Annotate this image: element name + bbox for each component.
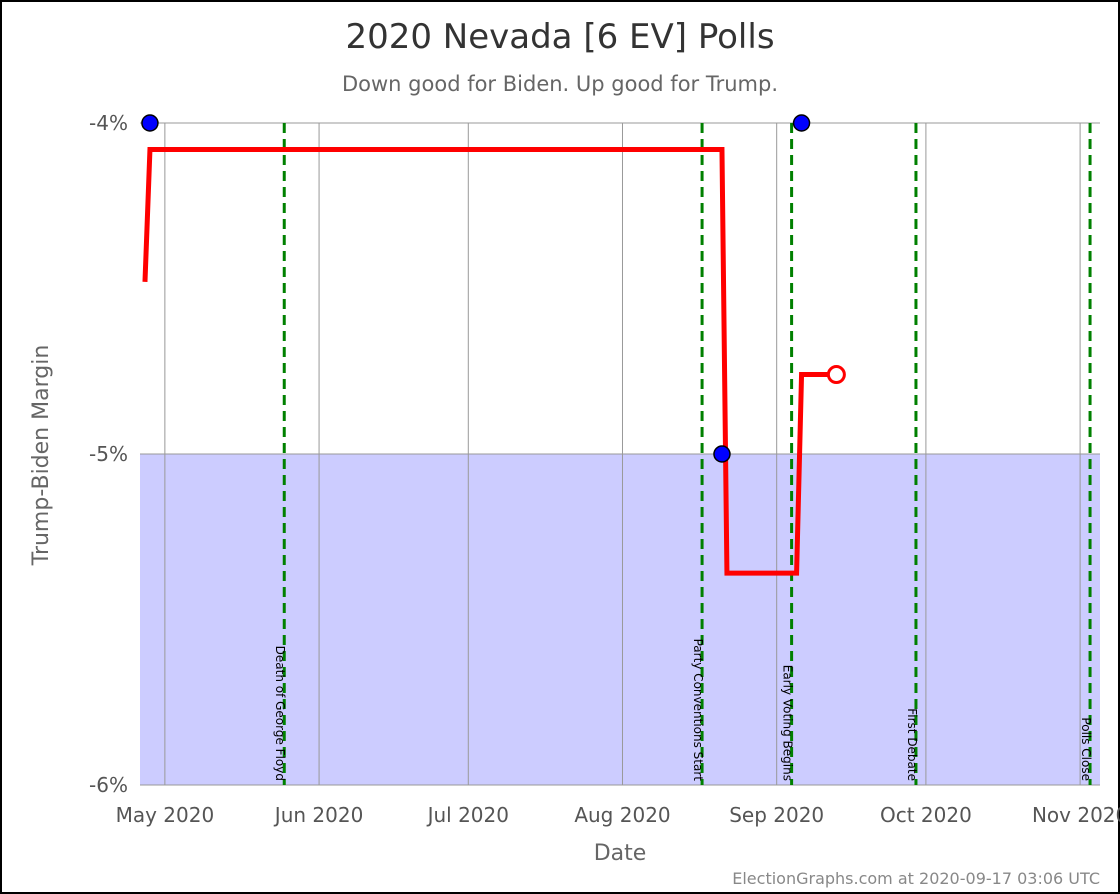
poll-point [141, 114, 159, 132]
event-label: Polls Close [1079, 717, 1093, 781]
trend-line [142, 146, 837, 576]
x-tick-label: Jun 2020 [273, 803, 364, 827]
chart-title: 2020 Nevada [6 EV] Polls [345, 17, 774, 57]
y-tick-label: -4% [89, 111, 128, 135]
event-label: Party Conventions Start [691, 639, 705, 782]
x-tick-label: May 2020 [116, 803, 215, 827]
trend-end-marker [826, 365, 846, 385]
event-markers: Death of George Floyd Party Conventions S… [273, 123, 1093, 785]
biden-favored-zone [140, 454, 1100, 785]
poll-point [792, 114, 811, 132]
source-credit: ElectionGraphs.com at 2020-09-17 03:06 U… [732, 869, 1100, 888]
y-axis-title: Trump-Biden Margin [29, 345, 54, 567]
x-tick-label: Aug 2020 [574, 803, 670, 827]
event-label: Early Voting Begins [781, 665, 795, 781]
x-axis-title: Date [594, 841, 647, 866]
x-tick-label: Sep 2020 [729, 803, 824, 827]
x-tick-labels: May 2020 Jun 2020 Jul 2020 Aug 2020 Sep 2020… [116, 803, 1120, 827]
y-tick-label: -5% [89, 442, 128, 466]
x-tick-label: Oct 2020 [880, 803, 972, 827]
event-label: Death of George Floyd [273, 646, 287, 781]
y-tick-label: -6% [89, 773, 128, 797]
x-tick-label: Jul 2020 [426, 803, 509, 827]
y-tick-labels: -4% -5% -6% [89, 111, 128, 797]
chart-subtitle: Down good for Biden. Up good for Trump. [342, 72, 778, 96]
poll-point [713, 445, 731, 463]
event-label: First Debate [905, 708, 919, 781]
series-layer [141, 114, 846, 576]
y-gridlines [140, 122, 1100, 786]
x-tick-label: Nov 2020 [1032, 803, 1120, 827]
